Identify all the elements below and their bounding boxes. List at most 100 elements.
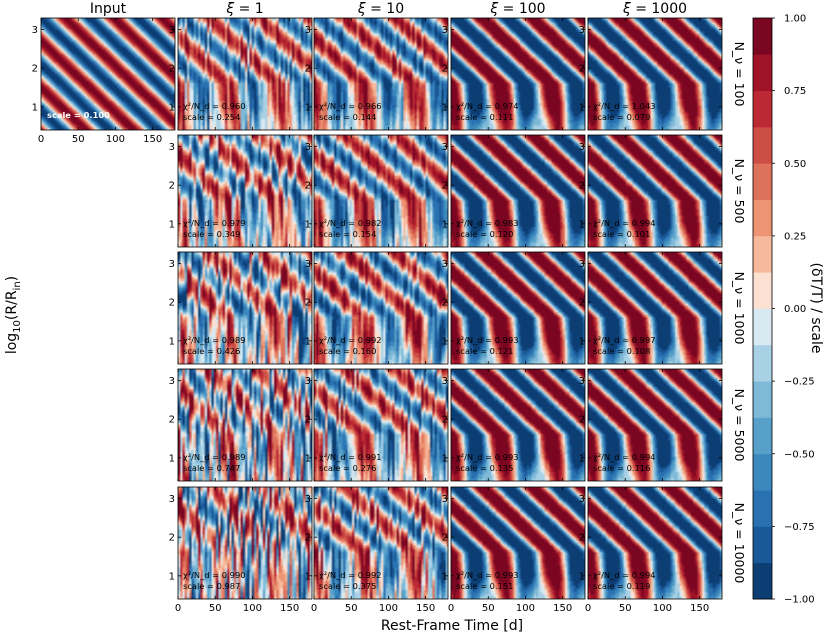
colorbar-tick-label: −0.75: [784, 522, 815, 533]
y-tick-label: 1: [169, 102, 175, 113]
y-tick-label: 3: [579, 259, 585, 270]
heatmap-image: [314, 135, 448, 247]
scale-annotation: scale = 0.116: [593, 463, 650, 473]
panel-frame: [177, 486, 313, 600]
colorbar-tick-label: −1.00: [784, 595, 815, 606]
panel-frame: [450, 251, 586, 365]
y-tick-label: 2: [305, 415, 311, 426]
y-tick-label: 1: [169, 571, 175, 582]
column-title: ξ = 1000: [622, 1, 687, 17]
y-tick-label: 1: [32, 102, 38, 113]
row-label: N_ν = 1000: [732, 272, 747, 345]
y-tick-label: 3: [169, 142, 175, 153]
scale-annotation: scale = 0.160: [319, 346, 376, 356]
scale-annotation: scale = 0.987: [183, 581, 240, 591]
colorbar-level: [753, 308, 772, 346]
colorbar-level: [753, 163, 772, 200]
y-tick-label: 1: [169, 336, 175, 347]
colorbar-level: [753, 490, 772, 527]
y-tick-label: 2: [305, 64, 311, 75]
y-tick-label: 3: [169, 259, 175, 270]
heatmap-image: [178, 135, 312, 247]
colorbar-tick-label: 0.50: [784, 159, 806, 170]
y-tick-label: 2: [305, 533, 311, 544]
panel-frame: [587, 251, 723, 365]
y-tick-label: 2: [169, 298, 175, 309]
chi2-annotation: χ²/N_d = 0.990: [183, 570, 246, 580]
colorbar-tick-label: 0.00: [784, 304, 806, 315]
y-tick-label: 2: [579, 415, 585, 426]
column-title: ξ = 100: [489, 1, 545, 17]
panel-frame: [313, 134, 449, 248]
chi2-annotation: χ²/N_d = 0.994: [593, 452, 656, 462]
y-tick-label: 3: [579, 494, 585, 505]
heatmap-image: [588, 369, 722, 481]
panel-frame: [450, 134, 586, 248]
scale-annotation: scale = 0.144: [319, 112, 376, 122]
colorbar: 1.00 0.75 0.50 0.25 0.00 −0.25 −0.50 −0.75 −1.00: [752, 14, 815, 606]
chi2-annotation: χ²/N_d = 0.992: [319, 570, 382, 580]
scale-annotation: scale = 0.111: [456, 112, 513, 122]
x-tick-label: 100: [653, 603, 672, 614]
heatmap-image: [314, 487, 448, 599]
y-tick-label: 2: [579, 533, 585, 544]
y-tick-label: 2: [305, 298, 311, 309]
y-tick-label: 2: [169, 533, 175, 544]
x-tick-label: 0: [38, 134, 44, 145]
x-tick-label: 0: [585, 603, 591, 614]
chi2-annotation: χ²/N_d = 0.992: [319, 335, 382, 345]
heatmap-image: [451, 487, 585, 599]
colorbar-level: [753, 90, 772, 128]
heatmap-image: [178, 487, 312, 599]
heatmap-image: [588, 18, 722, 130]
x-tick-label: 0: [311, 603, 317, 614]
y-tick-label: 2: [32, 64, 38, 75]
y-tick-label: 3: [579, 142, 585, 153]
chi2-annotation: χ²/N_d = 0.989: [183, 335, 246, 345]
colorbar-level: [753, 381, 772, 418]
scale-annotation: scale = 0.121: [456, 346, 513, 356]
colorbar-level: [753, 562, 772, 600]
x-tick-label: 50: [209, 603, 222, 614]
y-tick-label: 3: [169, 494, 175, 505]
chi2-annotation: χ²/N_d = 0.960: [183, 101, 246, 111]
y-tick-label: 3: [305, 494, 311, 505]
chi2-annotation: χ²/N_d = 0.991: [319, 452, 382, 462]
heatmap-image: [314, 252, 448, 364]
heatmap-image: [451, 369, 585, 481]
panel-frame: [313, 251, 449, 365]
y-tick-label: 3: [305, 376, 311, 387]
x-tick-label: 150: [280, 603, 299, 614]
row-label: N_ν = 500: [732, 159, 747, 224]
y-tick-label: 1: [169, 219, 175, 230]
heatmap-image: [588, 135, 722, 247]
heatmap-image: [451, 18, 585, 130]
scale-annotation: scale = 0.119: [593, 581, 650, 591]
y-tick-label: 1: [305, 336, 311, 347]
row-label: N_ν = 10000: [732, 503, 747, 584]
x-tick-label: 150: [143, 134, 162, 145]
y-tick-label: 3: [442, 494, 448, 505]
heatmap-image: [588, 252, 722, 364]
x-axis-label: Rest-Frame Time [d]: [381, 618, 523, 634]
scale-annotation: scale = 0.747: [183, 463, 240, 473]
x-tick-label: 0: [448, 603, 454, 614]
x-tick-label: 150: [416, 603, 435, 614]
colorbar-tick-label: 0.25: [784, 231, 806, 242]
y-tick-label: 1: [579, 453, 585, 464]
x-tick-label: 100: [243, 603, 262, 614]
panel-frame: [450, 486, 586, 600]
x-tick-label: 100: [379, 603, 398, 614]
y-tick-label: 2: [579, 298, 585, 309]
panel-frame: [313, 486, 449, 600]
chi2-annotation: χ²/N_d = 0.989: [183, 452, 246, 462]
